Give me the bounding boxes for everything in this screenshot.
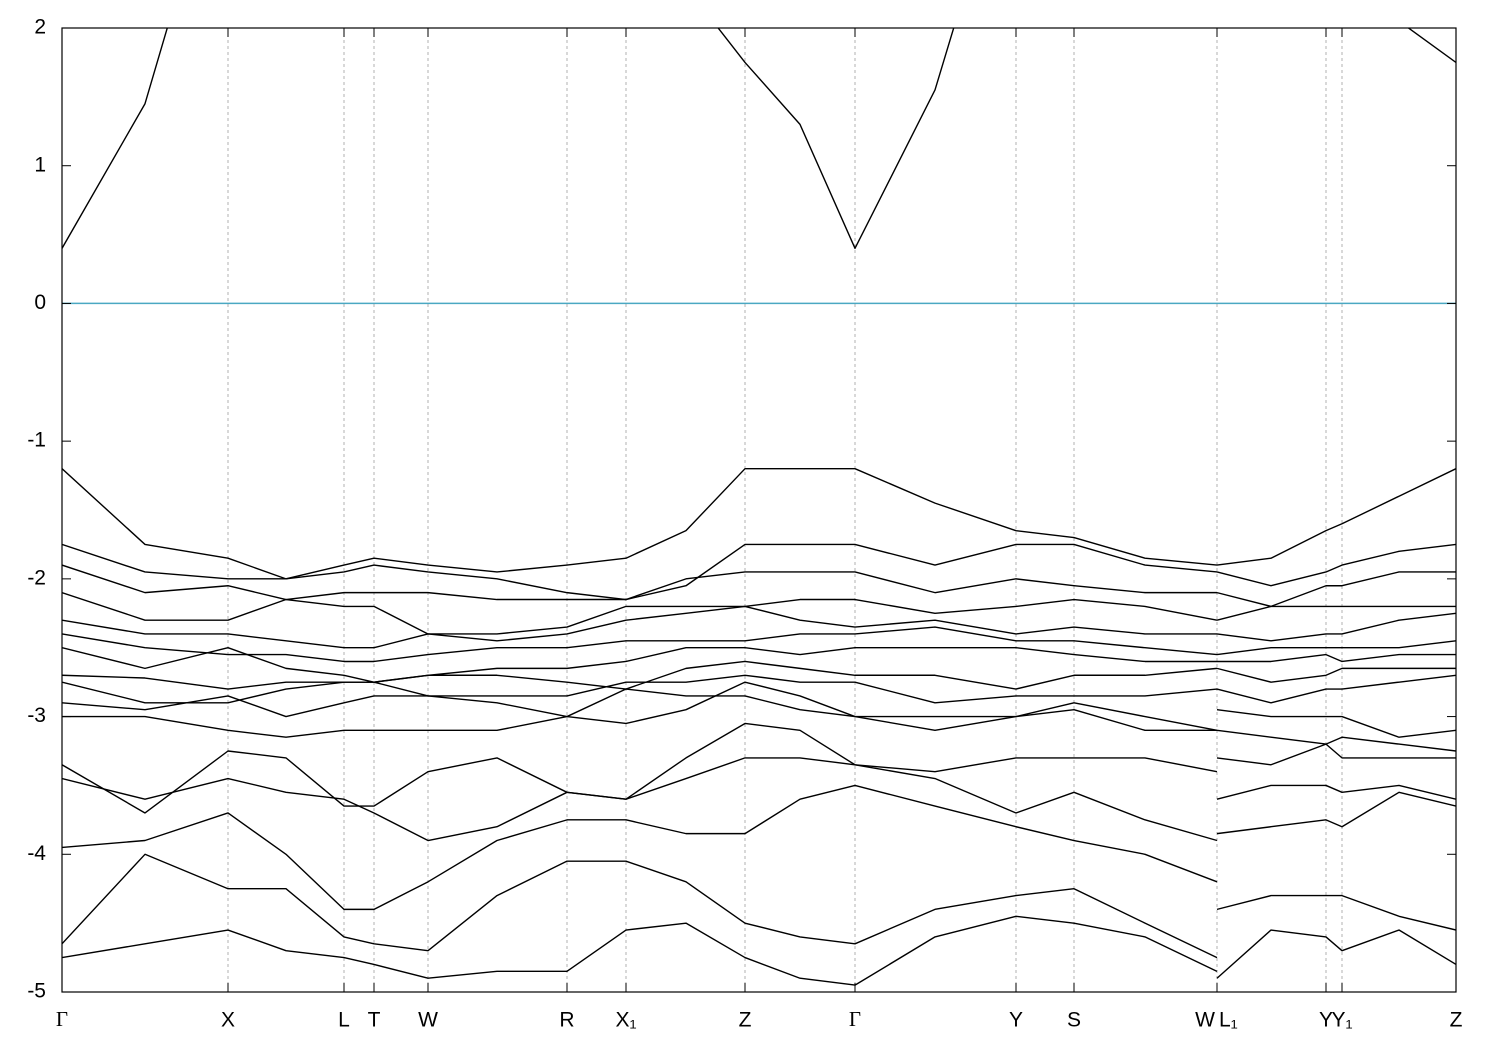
- x-tick-label: Γ: [56, 1007, 68, 1031]
- band-line: [62, 626, 1456, 663]
- y-tick-label: -4: [27, 842, 46, 865]
- band-line: [62, 853, 1456, 959]
- band-line: [62, 681, 1456, 752]
- y-tick-label: -5: [27, 980, 46, 1003]
- x-tick-label: S: [1067, 1009, 1081, 1032]
- band-line: [62, 674, 1456, 704]
- band-line: [62, 757, 1456, 842]
- bands: [62, 28, 1456, 986]
- x-tick-label: W: [418, 1009, 438, 1032]
- band-line: [62, 915, 1456, 986]
- x-tick-label: Z: [1450, 1009, 1463, 1032]
- x-tick-label: W: [1195, 1009, 1215, 1032]
- x-tick-label: X: [221, 1009, 235, 1032]
- x-tick-label: Y: [1009, 1009, 1023, 1032]
- y-tick-label: 1: [34, 153, 46, 176]
- band-line: [62, 591, 1456, 635]
- band-line: [62, 647, 1456, 683]
- x-tick-label: Z: [739, 1009, 752, 1032]
- grid: [62, 28, 1456, 992]
- band-line: [62, 784, 1456, 911]
- x-tick-label: Y₁: [1331, 1009, 1352, 1032]
- x-tick-label: Y: [1319, 1009, 1333, 1032]
- y-tick-label: -1: [27, 429, 46, 452]
- y-tick-label: 0: [34, 291, 46, 314]
- y-tick-label: -3: [27, 704, 46, 727]
- y-tick-label: -2: [27, 566, 46, 589]
- x-tick-label: T: [368, 1009, 381, 1032]
- plot-frame: [61, 27, 1457, 993]
- x-tick-label: L₁: [1219, 1009, 1238, 1032]
- x-tick-label: Γ: [849, 1007, 861, 1031]
- x-tick-label: R: [559, 1009, 574, 1032]
- x-tick-label: L: [338, 1009, 350, 1032]
- x-tick-label: X₁: [615, 1009, 636, 1032]
- y-tick-label: 2: [34, 16, 46, 39]
- band-line: [62, 605, 1456, 649]
